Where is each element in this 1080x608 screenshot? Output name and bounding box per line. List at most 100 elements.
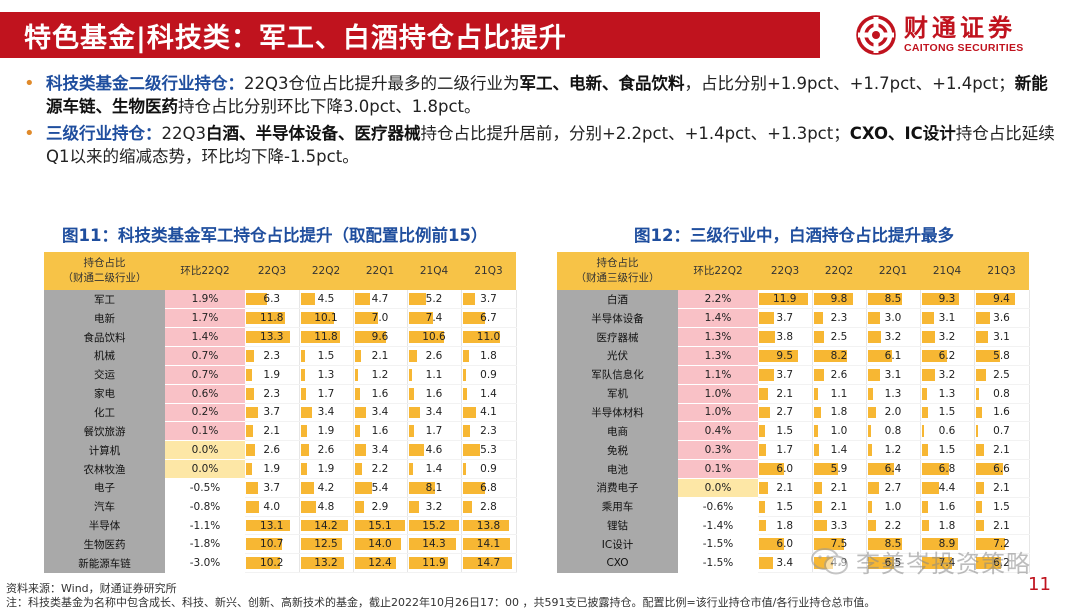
holding-share-cell: 2.6 xyxy=(812,365,867,385)
data-label: 4.1 xyxy=(480,406,497,419)
holding-share-cell: 6.0 xyxy=(758,534,813,555)
data-label: 7.0 xyxy=(371,312,389,325)
data-bar xyxy=(408,406,420,419)
bullet-text-segment: ，占比分别+1.9pct、+1.7pct、+1.4pct； xyxy=(684,74,1015,93)
holding-share-cell: 6.8 xyxy=(461,478,517,498)
data-bar xyxy=(300,406,312,419)
data-bar xyxy=(354,331,387,344)
holding-share-cell: 15.2 xyxy=(407,516,462,536)
data-label: 4.2 xyxy=(317,481,335,494)
title-bar: 特色基金|科技类：军工、白酒持仓占比提升 xyxy=(0,12,820,58)
data-bar xyxy=(921,368,935,381)
data-bar xyxy=(354,425,360,438)
data-bar xyxy=(462,425,471,438)
data-label: 2.2 xyxy=(371,463,389,476)
data-label: 2.3 xyxy=(263,349,281,362)
data-label: 6.2 xyxy=(993,557,1010,570)
holding-share-cell: 12.5 xyxy=(299,534,354,555)
data-label: 1.1 xyxy=(425,368,443,381)
data-label: 1.0 xyxy=(830,425,848,438)
holding-share-cell: 1.8 xyxy=(461,346,517,366)
data-bar xyxy=(759,293,808,306)
holding-share-cell: 1.0 xyxy=(812,421,867,442)
data-bar xyxy=(462,387,468,400)
data-bar xyxy=(246,481,259,494)
header-line: （财通二级行业） xyxy=(62,272,147,284)
data-bar xyxy=(300,481,315,494)
table-header-cell: 21Q4 xyxy=(920,252,974,290)
data-bar xyxy=(462,444,481,457)
holding-share-cell: 2.1 xyxy=(812,478,867,498)
holding-share-cell: 2.5 xyxy=(812,327,867,348)
data-label: 2.1 xyxy=(830,481,848,494)
data-bar xyxy=(975,368,986,381)
data-label: 8.2 xyxy=(830,349,848,362)
data-bar xyxy=(354,519,405,532)
table-row: 军机 1.0% 2.1 1.1 1.3 1.3 0.8 xyxy=(557,384,1030,404)
row-qoq-change: 0.7% xyxy=(165,346,245,366)
data-bar xyxy=(867,444,873,457)
caitong-logo-icon xyxy=(856,15,896,55)
holding-share-cell: 2.3 xyxy=(461,421,517,442)
holding-share-cell: 2.8 xyxy=(461,497,517,517)
data-label: 1.2 xyxy=(371,368,389,381)
holding-share-cell: 4.8 xyxy=(299,497,354,517)
row-qoq-change: -3.0% xyxy=(165,553,245,574)
holding-share-cell: 3.0 xyxy=(866,308,921,329)
data-label: 4.4 xyxy=(938,481,956,494)
data-label: 2.1 xyxy=(830,500,848,513)
holding-share-cell: 2.1 xyxy=(245,421,300,442)
data-bar xyxy=(462,538,511,551)
data-label: 9.6 xyxy=(371,331,389,344)
data-label: 3.1 xyxy=(938,312,956,325)
data-label: 0.9 xyxy=(480,463,497,476)
data-bar xyxy=(921,500,929,513)
data-bar xyxy=(921,444,928,457)
holding-share-cell: 1.3 xyxy=(299,365,354,385)
data-label: 14.7 xyxy=(476,557,501,570)
table-row: 锂钴 -1.4% 1.8 3.3 2.2 1.8 2.1 xyxy=(557,516,1030,536)
data-label: 9.5 xyxy=(776,349,794,362)
data-label: 1.6 xyxy=(993,406,1010,419)
data-bar xyxy=(813,425,818,438)
bullet-text-segment: 持仓占比提升居前，分别+2.2pct、+1.4pct、+1.3pct； xyxy=(420,124,850,143)
holding-share-cell: 1.5 xyxy=(299,346,354,366)
holding-share-cell: 2.1 xyxy=(974,478,1030,498)
holding-share-cell: 3.2 xyxy=(866,327,921,348)
data-label: 2.1 xyxy=(776,387,794,400)
holding-share-cell: 6.8 xyxy=(920,459,975,479)
data-label: 4.8 xyxy=(317,500,335,513)
row-qoq-change: -0.5% xyxy=(165,478,245,498)
holding-share-cell: 14.3 xyxy=(407,534,462,555)
holding-share-cell: 1.7 xyxy=(758,440,813,461)
bullet-text-segment: CXO、IC设计 xyxy=(849,124,956,143)
data-label: 2.1 xyxy=(993,481,1010,494)
holding-share-cell: 3.1 xyxy=(866,365,921,385)
data-bar xyxy=(246,331,291,344)
data-bar xyxy=(462,519,510,532)
data-bar xyxy=(354,312,378,325)
holding-share-cell: 1.2 xyxy=(866,440,921,461)
data-bar xyxy=(867,350,893,362)
data-label: 3.2 xyxy=(425,500,443,513)
row-industry-name: 乘用车 xyxy=(557,497,678,517)
data-label: 1.2 xyxy=(884,444,902,457)
data-bar xyxy=(300,444,310,457)
row-qoq-change: 0.0% xyxy=(678,478,758,498)
data-label: 9.4 xyxy=(993,293,1010,306)
data-label: 1.5 xyxy=(776,425,794,438)
holding-share-cell: 7.4 xyxy=(407,308,462,329)
watermark-text: 李美岑投资策略 xyxy=(856,550,1031,578)
bullet-text-segment: 持仓占比分别环比下降3.0pct、1.8pct。 xyxy=(178,97,481,116)
data-bar xyxy=(462,406,477,419)
table-row: 军工 1.9% 6.3 4.5 4.7 5.2 3.7 xyxy=(44,290,517,310)
data-bar xyxy=(867,331,881,344)
holding-share-cell: 6.2 xyxy=(974,553,1030,574)
data-bar xyxy=(462,481,486,494)
holding-share-cell: 4.1 xyxy=(461,403,517,423)
data-label: 3.7 xyxy=(776,368,794,381)
data-bar xyxy=(246,557,281,570)
data-label: 11.0 xyxy=(476,331,501,344)
data-label: 10.6 xyxy=(422,331,446,344)
holding-share-cell: 1.9 xyxy=(299,421,354,442)
